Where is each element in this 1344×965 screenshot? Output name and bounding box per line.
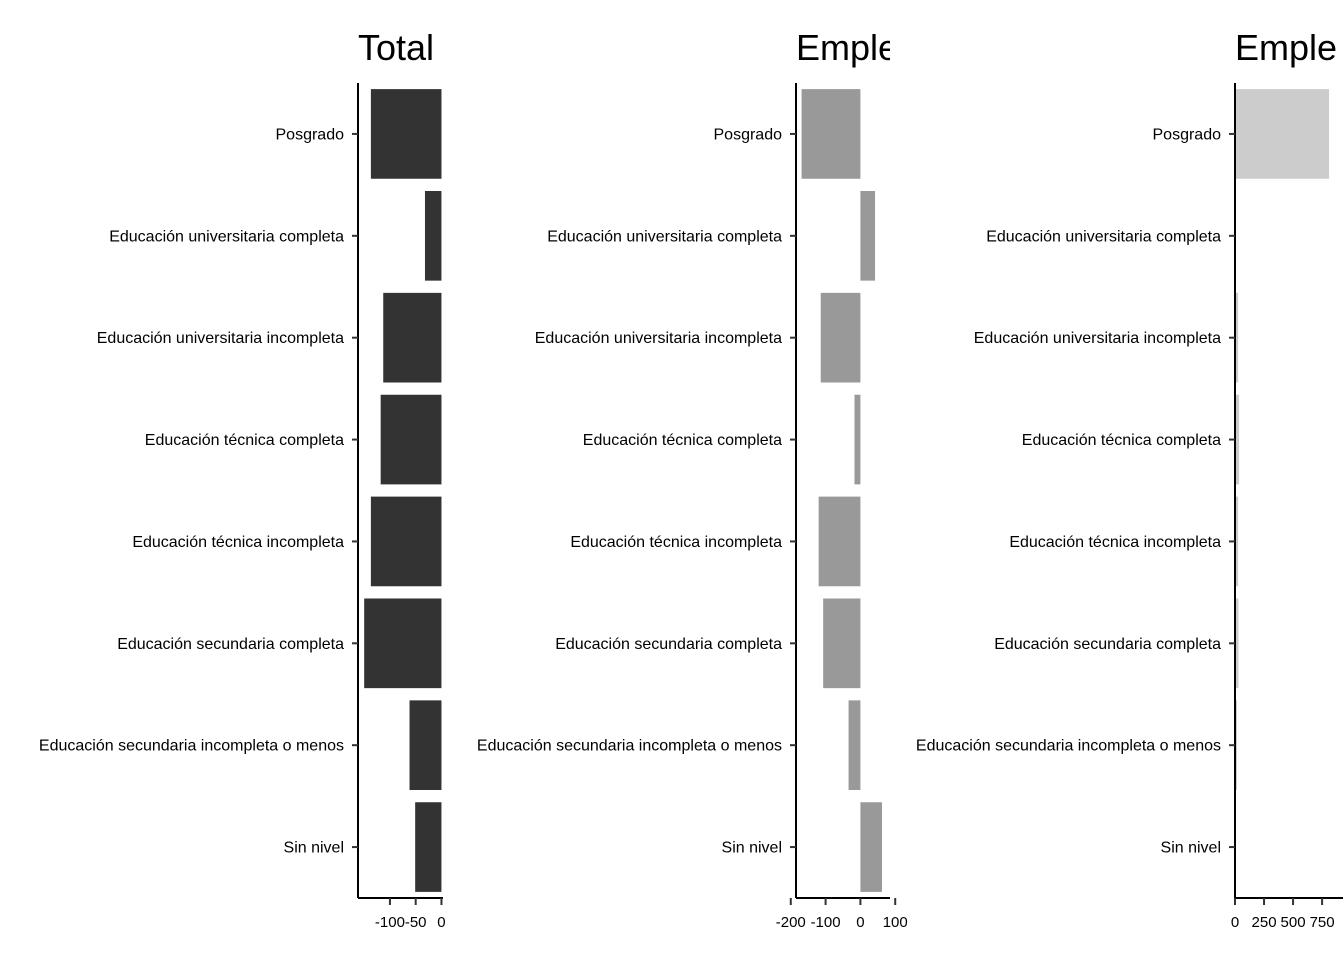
bar [409,700,442,791]
category-label: Educación secundaria completa [555,636,782,653]
panel-title: Emple [1235,27,1337,68]
x-tick-label: 250 [1252,914,1277,931]
bar [370,496,442,587]
category-label: Educación técnica completa [583,432,782,449]
category-label: Educación universitaria incompleta [97,330,344,347]
bar [801,89,861,179]
bar [820,292,861,383]
x-tick-label: 0 [437,914,445,931]
panel-2: Emple Posgrado Educación universitaria com… [477,27,908,931]
bar [818,496,861,587]
x-tick-label: -50 [405,914,427,931]
bar [364,598,442,689]
bar [1235,496,1239,587]
category-label: Posgrado [714,126,783,143]
category-label: Educación técnica incompleta [132,534,344,551]
bar [383,292,442,383]
bar [380,394,442,485]
bar [1235,598,1239,689]
bar [848,700,861,791]
x-tick-label: 500 [1281,914,1306,931]
x-tick-label: 100 [883,914,908,931]
x-tick-label: -100 [811,914,841,931]
category-label: Educación secundaria incompleta o menos [39,738,344,755]
category-label: Educación universitaria completa [109,228,344,245]
x-tick-label: -100 [375,914,405,931]
category-label: Sin nivel [1161,840,1221,857]
category-label: Educación secundaria completa [117,636,344,653]
category-label: Educación técnica completa [1022,432,1221,449]
panel-1: Total Posgrado Educación universitaria com… [39,27,446,931]
category-label: Educación universitaria completa [986,228,1221,245]
category-label: Educación secundaria completa [994,636,1221,653]
bar [1235,292,1239,383]
x-tick-label: -200 [776,914,806,931]
category-label: Educación secundaria incompleta o menos [916,738,1221,755]
x-tick-label: 0 [856,914,864,931]
panel-title: Emple [796,27,898,68]
x-tick-label: 0 [1231,914,1239,931]
panel-title: Total [358,27,434,68]
bar [860,190,876,281]
panel-3: Emple Posgrado Educación universitaria com… [916,27,1343,931]
category-label: Educación universitaria incompleta [535,330,782,347]
bar [424,190,442,281]
category-label: Posgrado [276,126,345,143]
bar [1235,89,1330,179]
bar [415,802,442,892]
category-label: Educación universitaria completa [547,228,782,245]
bar [1235,394,1240,485]
bar [860,802,882,892]
bar [854,394,861,485]
category-label: Sin nivel [284,840,344,857]
category-label: Educación técnica incompleta [570,534,782,551]
category-label: Educación técnica completa [145,432,344,449]
category-label: Sin nivel [722,840,782,857]
category-label: Educación secundaria incompleta o menos [477,738,782,755]
category-label: Posgrado [1153,126,1222,143]
bar [370,89,442,179]
category-label: Educación universitaria incompleta [974,330,1221,347]
bar [823,598,861,689]
x-tick-label: 750 [1310,914,1335,931]
category-label: Educación técnica incompleta [1009,534,1221,551]
